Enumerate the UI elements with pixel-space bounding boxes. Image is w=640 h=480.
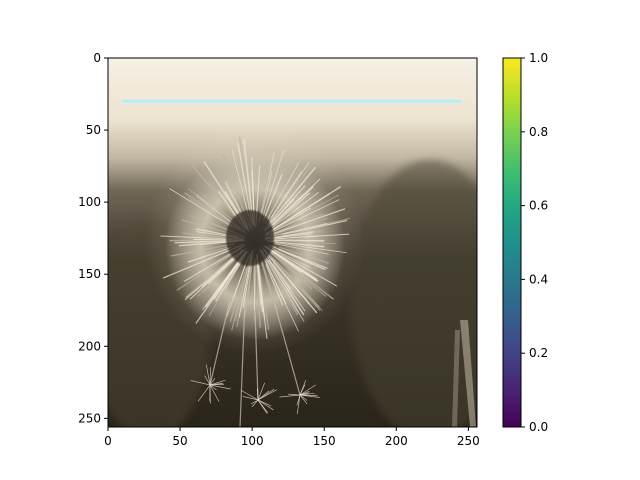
- x-tick-label: 150: [313, 434, 336, 448]
- y-tick-label: 200: [78, 339, 101, 353]
- colorbar-tick-label: 0.4: [529, 272, 548, 286]
- x-axis: 0 50 100 150 200 250: [104, 427, 480, 448]
- y-tick-label: 150: [78, 267, 101, 281]
- colorbar-tick-label: 0.8: [529, 125, 548, 139]
- y-tick-label: 0: [93, 51, 101, 65]
- colorbar-tick-label: 0.0: [529, 420, 548, 434]
- colorbar-tick-label: 0.6: [529, 199, 548, 213]
- colorbar: [502, 57, 522, 428]
- x-tick-label: 200: [385, 434, 408, 448]
- y-tick-label: 250: [78, 411, 101, 425]
- dandelion-seed-head-photo-icon: [145, 125, 365, 427]
- dandelion-photo: [108, 58, 477, 427]
- x-tick-label: 250: [457, 434, 480, 448]
- x-tick-label: 50: [172, 434, 187, 448]
- colorbar-tick-label: 1.0: [529, 51, 548, 65]
- y-tick-label: 50: [86, 123, 101, 137]
- y-tick-label: 100: [78, 195, 101, 209]
- colorbar-tick-label: 0.2: [529, 346, 548, 360]
- colorbar-ticks: 0.0 0.2 0.4 0.6 0.8 1.0: [521, 51, 548, 434]
- x-tick-label: 0: [104, 434, 112, 448]
- x-tick-label: 100: [241, 434, 264, 448]
- y-axis: 0 50 100 150 200 250: [78, 51, 108, 425]
- image-frame: [107, 57, 478, 428]
